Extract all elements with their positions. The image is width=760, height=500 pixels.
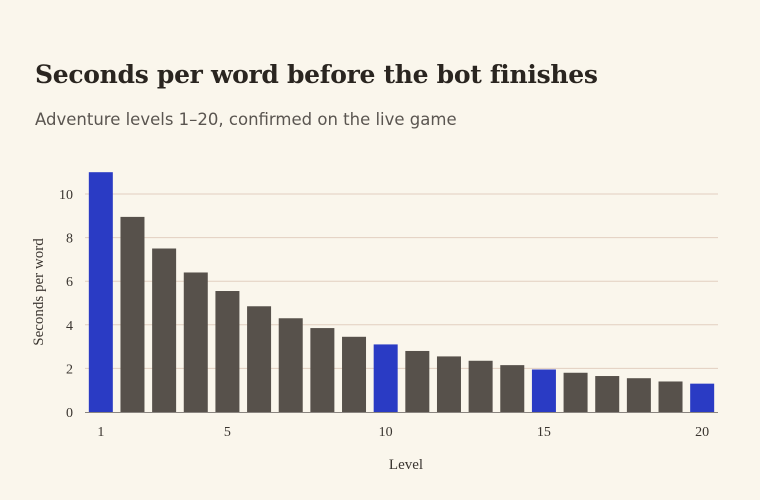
x-tick-label: 5: [224, 425, 231, 440]
x-tick-label: 20: [695, 425, 709, 440]
x-tick-label: 1: [97, 425, 104, 440]
bar-level-16: [563, 372, 588, 412]
bar-level-19: [658, 381, 683, 412]
y-tick-label: 10: [59, 188, 73, 203]
y-tick-label: 6: [66, 275, 73, 290]
bar-level-13: [468, 360, 493, 412]
y-tick-label: 8: [66, 232, 73, 247]
bar-level-5: [215, 291, 240, 412]
chart-title: Seconds per word before the bot finishes: [35, 60, 598, 89]
bar-level-6: [247, 306, 272, 412]
bar-level-12: [436, 356, 461, 412]
bar-level-11: [405, 350, 430, 412]
bar-level-8: [310, 328, 335, 412]
bar-level-3: [152, 248, 177, 412]
y-tick-label: 0: [66, 406, 73, 421]
x-tick-label: 15: [537, 425, 551, 440]
bar-level-18: [626, 378, 651, 412]
y-tick-label: 4: [66, 319, 73, 334]
bars: [88, 172, 715, 412]
y-tick-label: 2: [66, 362, 73, 377]
x-axis-label: Level: [389, 457, 423, 473]
x-tick-label: 10: [379, 425, 393, 440]
chart-subtitle: Adventure levels 1–20, confirmed on the …: [35, 110, 457, 129]
bar-level-7: [278, 318, 303, 412]
bar-level-20: [690, 383, 715, 412]
bar-level-17: [595, 376, 620, 412]
y-axis-label: Seconds per word: [31, 238, 47, 346]
bar-level-1: [88, 172, 113, 412]
bar-level-10: [373, 344, 398, 412]
gridlines: [85, 193, 718, 369]
bar-level-15: [531, 369, 556, 412]
bar-level-14: [500, 365, 525, 412]
bar-level-4: [183, 272, 208, 412]
bar-level-2: [120, 216, 145, 412]
bar-level-9: [342, 336, 367, 412]
